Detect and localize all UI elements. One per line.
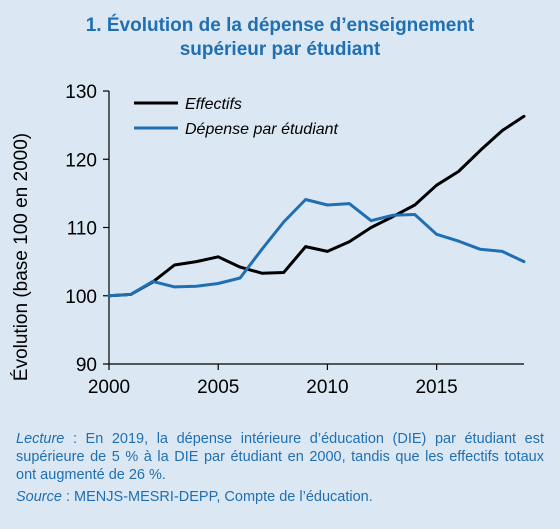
x-tick-label: 2010	[306, 377, 348, 398]
y-tick-label: 130	[65, 82, 97, 103]
y-tick-label: 100	[65, 287, 97, 308]
chart-title-line-2: supérieur par étudiant	[179, 39, 381, 60]
lecture-note: Lecture : En 2019, la dépense intérieure…	[16, 430, 544, 484]
chart-notes: Lecture : En 2019, la dépense intérieure…	[16, 430, 544, 510]
x-tick-label: 2005	[197, 377, 239, 398]
y-tick-label: 90	[76, 355, 97, 376]
source-note: Source : MENJS-MESRI-DEPP, Compte de l’é…	[16, 488, 544, 506]
lecture-text: : En 2019, la dépense intérieure d’éduca…	[16, 431, 544, 483]
source-label: Source	[16, 489, 62, 505]
y-tick-label: 120	[65, 150, 97, 171]
lecture-label: Lecture	[16, 431, 65, 447]
y-tick-label: 110	[67, 219, 97, 240]
series-line-depense-par-etudiant	[107, 198, 526, 298]
chart-title-line-1: 1. Évolution de la dépense d’enseignemen…	[85, 15, 475, 36]
source-text: : MENJS-MESRI-DEPP, Compte de l’éducatio…	[61, 489, 373, 505]
x-tick-label: 2000	[88, 377, 130, 398]
series-line-effectifs	[107, 114, 526, 298]
chart-title: 1. Évolution de la dépense d’enseignemen…	[0, 14, 560, 62]
line-chart: 90 100 110 120 130 2000 2005 2010 2015 Effectifs…	[11, 82, 526, 398]
y-axis-label: Évolution (base 100 en 2000)	[11, 133, 32, 381]
legend-label: Dépense par étudiant	[185, 121, 339, 138]
legend-label: Effectifs	[185, 96, 242, 113]
x-tick-label: 2015	[415, 377, 457, 398]
